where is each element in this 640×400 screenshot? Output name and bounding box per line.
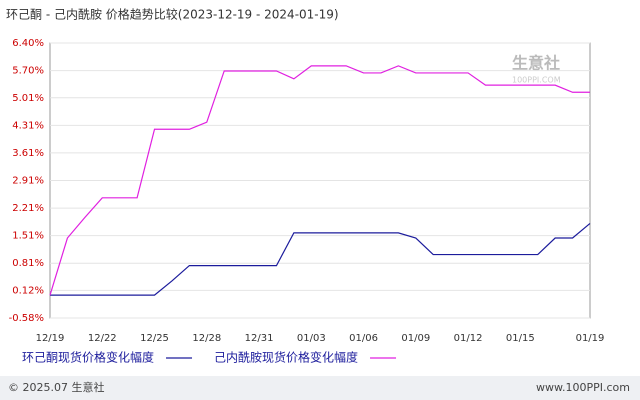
y-tick-label: 5.01% [12, 93, 44, 104]
legend-label: 环己酮现货价格变化幅度 [22, 350, 154, 365]
y-tick-label: 2.21% [12, 203, 44, 214]
x-tick-label: 01/19 [576, 333, 605, 344]
y-tick-label: 0.81% [12, 258, 44, 269]
line-series [50, 222, 591, 296]
y-tick-label: 5.70% [12, 66, 44, 77]
x-tick-label: 01/15 [506, 333, 535, 344]
x-tick-label: 12/28 [192, 333, 221, 344]
y-tick-label: -0.58% [9, 313, 44, 324]
x-tick-label: 12/31 [245, 333, 274, 344]
x-tick-label: 01/06 [349, 333, 378, 344]
y-tick-label: 6.40% [12, 38, 44, 49]
x-tick-label: 12/22 [88, 333, 117, 344]
footer: © 2025.07 生意社 [8, 380, 104, 394]
x-tick-label: 01/12 [454, 333, 483, 344]
x-tick-label: 12/19 [36, 333, 65, 344]
footer: www.100PPI.com [536, 381, 630, 394]
x-tick-label: 01/03 [297, 333, 326, 344]
watermark: 生意社 [512, 54, 560, 73]
x-tick-label: 12/25 [140, 333, 169, 344]
y-tick-label: 0.12% [12, 285, 44, 296]
y-tick-label: 3.61% [12, 148, 44, 159]
x-tick-label: 01/09 [401, 333, 430, 344]
y-tick-label: 1.51% [12, 231, 44, 242]
line-series [49, 65, 590, 296]
footer-bar [0, 376, 640, 400]
y-tick-label: 4.31% [12, 120, 44, 131]
legend-label: 己内酰胺现货价格变化幅度 [214, 350, 358, 365]
chart-title: 环己酮 - 己内酰胺 价格趋势比较(2023-12-19 - 2024-01-1… [6, 7, 339, 22]
y-tick-label: 2.91% [12, 176, 44, 187]
watermark: 100PPI.COM [512, 76, 561, 85]
